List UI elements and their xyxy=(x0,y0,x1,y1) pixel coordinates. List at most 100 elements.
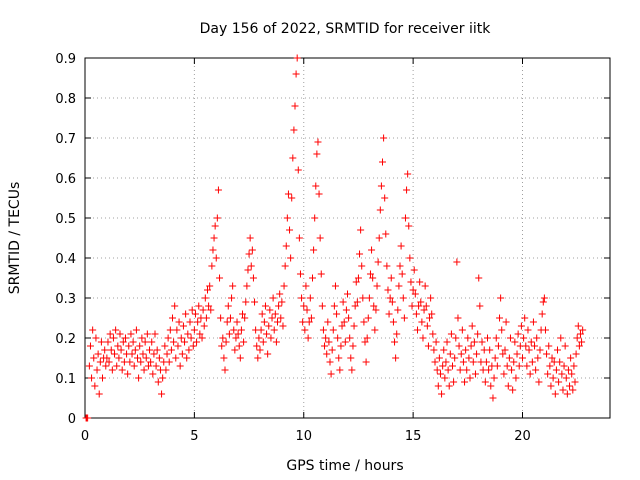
data-point xyxy=(446,350,454,358)
data-point xyxy=(369,274,377,282)
data-point xyxy=(423,322,431,330)
data-point xyxy=(296,270,304,278)
data-point xyxy=(280,282,288,290)
data-point xyxy=(449,362,456,370)
data-point xyxy=(505,354,513,362)
data-point xyxy=(111,350,119,358)
data-point xyxy=(112,326,120,334)
data-point xyxy=(312,182,320,190)
data-point xyxy=(190,326,198,334)
data-point xyxy=(549,374,557,382)
data-point xyxy=(159,374,167,382)
x-tick-label: 0 xyxy=(81,429,89,444)
data-point xyxy=(404,170,412,178)
data-point xyxy=(183,354,191,362)
data-point xyxy=(521,314,529,322)
data-point xyxy=(362,358,370,366)
data-point xyxy=(426,314,434,322)
data-point xyxy=(400,314,408,322)
data-point xyxy=(199,306,207,314)
data-point xyxy=(393,330,401,338)
data-point xyxy=(450,378,458,386)
data-point xyxy=(307,314,315,322)
data-point xyxy=(85,362,93,370)
data-point xyxy=(408,302,416,310)
data-point xyxy=(427,294,435,302)
data-point xyxy=(245,250,253,258)
data-point xyxy=(185,346,193,354)
data-point xyxy=(236,354,244,362)
data-point xyxy=(381,194,389,202)
data-point xyxy=(578,338,586,346)
data-point xyxy=(416,278,424,286)
data-point xyxy=(335,354,343,362)
data-point xyxy=(569,386,577,394)
data-point xyxy=(115,354,123,362)
data-point xyxy=(374,258,382,266)
data-point xyxy=(348,366,356,374)
data-point xyxy=(148,338,156,346)
data-point xyxy=(135,374,143,382)
data-point xyxy=(356,250,364,258)
data-point xyxy=(282,242,290,250)
data-point xyxy=(251,298,259,306)
data-point xyxy=(384,286,392,294)
data-point xyxy=(256,346,264,354)
data-point xyxy=(119,338,127,346)
data-point xyxy=(129,338,137,346)
data-point xyxy=(435,354,443,362)
data-point xyxy=(218,342,226,350)
data-point xyxy=(337,342,345,350)
x-tick-label: 10 xyxy=(295,429,312,444)
data-point xyxy=(352,278,360,286)
data-point xyxy=(465,354,473,362)
data-point xyxy=(364,314,372,322)
data-point xyxy=(552,366,560,374)
data-point xyxy=(276,290,284,298)
data-point xyxy=(167,346,175,354)
data-point xyxy=(540,294,548,302)
data-point xyxy=(401,214,409,222)
data-point xyxy=(193,338,201,346)
data-point xyxy=(174,342,182,350)
axis-ticks: 0 0.1 0.2 0.3 0.4 0.5 0.6 0.7 0.8 0.9 0 5 10 15 20 xyxy=(55,52,610,444)
data-point xyxy=(527,338,535,346)
data-point xyxy=(487,382,495,390)
data-point xyxy=(108,366,116,374)
y-tick-label: 0.6 xyxy=(55,172,76,187)
data-point xyxy=(501,346,509,354)
data-point xyxy=(497,294,505,302)
data-point xyxy=(469,358,477,366)
data-point xyxy=(268,314,276,322)
data-point xyxy=(388,298,396,306)
data-point xyxy=(430,346,438,354)
data-point xyxy=(420,306,428,314)
data-point xyxy=(127,330,135,338)
data-point xyxy=(522,342,530,350)
data-point xyxy=(125,342,133,350)
data-point xyxy=(116,330,124,338)
data-point xyxy=(464,334,472,342)
data-point xyxy=(318,302,326,310)
data-point xyxy=(344,290,351,298)
data-point xyxy=(558,370,566,378)
data-point xyxy=(467,342,475,350)
data-point xyxy=(195,302,203,310)
data-point xyxy=(113,362,121,370)
data-point xyxy=(376,206,384,214)
data-point xyxy=(220,354,228,362)
data-point xyxy=(517,322,525,330)
data-point xyxy=(471,370,479,378)
data-point xyxy=(142,354,150,362)
data-point xyxy=(212,254,220,262)
data-point xyxy=(532,366,540,374)
data-point xyxy=(161,342,169,350)
data-point xyxy=(126,358,134,366)
data-point xyxy=(263,330,271,338)
data-point xyxy=(336,366,344,374)
data-point xyxy=(363,334,371,342)
data-point xyxy=(454,314,462,322)
data-point xyxy=(154,378,162,386)
data-point xyxy=(407,278,415,286)
